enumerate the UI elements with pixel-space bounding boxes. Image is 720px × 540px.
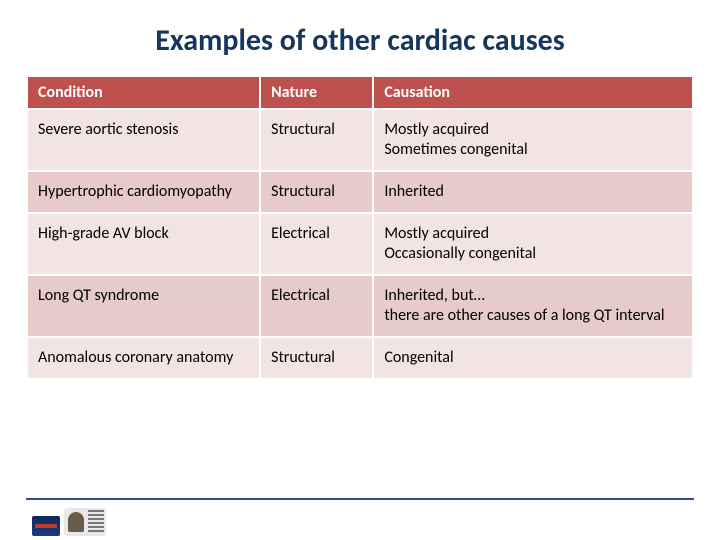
cell-nature: Structural — [260, 109, 373, 171]
cardiac-causes-table: Condition Nature Causation Severe aortic… — [26, 77, 694, 380]
cell-nature: Electrical — [260, 213, 373, 275]
table-row: Severe aortic stenosis Structural Mostly… — [27, 109, 693, 171]
cell-causation: Mostly acquiredOccasionally congenital — [373, 213, 693, 275]
col-header-condition: Condition — [27, 77, 260, 109]
footer-logo — [32, 508, 106, 536]
table-row: Anomalous coronary anatomy Structural Co… — [27, 337, 693, 379]
footer-divider — [26, 498, 694, 500]
cell-causation: Inherited — [373, 171, 693, 213]
logo-org-icon — [64, 508, 106, 536]
table-row: Hypertrophic cardiomyopathy Structural I… — [27, 171, 693, 213]
cell-causation: Inherited, but…there are other causes of… — [373, 275, 693, 337]
slide-title: Examples of other cardiac causes — [0, 0, 720, 77]
cell-condition: High-grade AV block — [27, 213, 260, 275]
table-row: High-grade AV block Electrical Mostly ac… — [27, 213, 693, 275]
cell-condition: Hypertrophic cardiomyopathy — [27, 171, 260, 213]
logo-badge-icon — [32, 516, 60, 536]
footer — [0, 498, 720, 540]
cell-nature: Electrical — [260, 275, 373, 337]
col-header-nature: Nature — [260, 77, 373, 109]
cell-condition: Severe aortic stenosis — [27, 109, 260, 171]
table-container: Condition Nature Causation Severe aortic… — [0, 77, 720, 380]
cell-causation: Congenital — [373, 337, 693, 379]
cell-causation: Mostly acquiredSometimes congenital — [373, 109, 693, 171]
table-row: Long QT syndrome Electrical Inherited, b… — [27, 275, 693, 337]
cell-condition: Anomalous coronary anatomy — [27, 337, 260, 379]
col-header-causation: Causation — [373, 77, 693, 109]
cell-nature: Structural — [260, 171, 373, 213]
cell-condition: Long QT syndrome — [27, 275, 260, 337]
cell-nature: Structural — [260, 337, 373, 379]
